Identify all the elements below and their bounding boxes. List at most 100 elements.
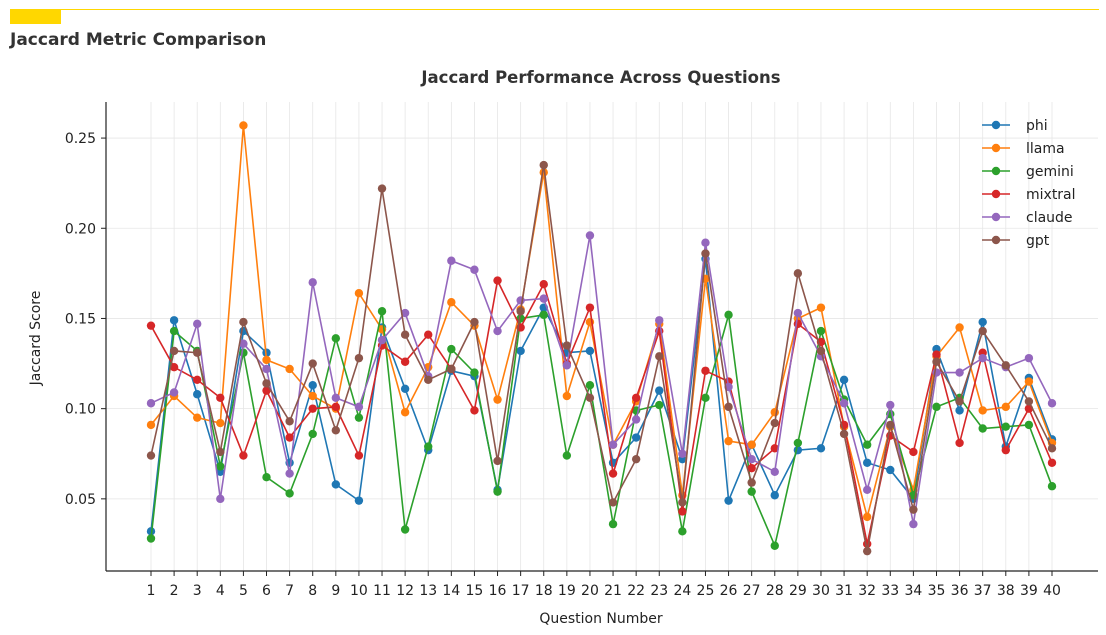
data-point	[978, 317, 987, 327]
legend: phi llama gemini mixtral claude gpt	[982, 118, 1076, 249]
x-tick-label: 14	[442, 583, 460, 599]
data-point	[562, 361, 572, 370]
data-point	[470, 265, 479, 274]
legend-entry-gpt: gpt	[982, 233, 1050, 249]
data-point	[793, 319, 803, 329]
data-point	[747, 463, 756, 473]
data-point	[1047, 444, 1057, 453]
data-point	[585, 303, 595, 312]
data-point	[493, 326, 502, 336]
data-point	[839, 429, 849, 439]
data-point	[978, 406, 987, 415]
data-point	[216, 393, 225, 403]
x-tick-label: 15	[466, 583, 484, 599]
data-point	[886, 420, 895, 430]
data-point	[193, 413, 202, 422]
data-point	[816, 326, 826, 336]
x-tick-label: 39	[1020, 583, 1038, 599]
data-point	[631, 393, 641, 403]
data-point	[331, 402, 341, 412]
x-tick-label: 24	[673, 583, 691, 599]
data-point	[793, 308, 803, 318]
x-tick-label: 12	[396, 583, 414, 599]
data-point	[285, 469, 294, 478]
data-point	[169, 388, 179, 397]
data-point	[262, 379, 271, 388]
x-tick-label: 2	[170, 583, 179, 599]
data-point	[516, 296, 525, 305]
data-point	[354, 496, 364, 505]
data-point	[585, 346, 595, 356]
x-tick-label: 32	[858, 583, 876, 599]
page-title: Jaccard Metric Comparison	[10, 30, 267, 50]
data-point	[955, 438, 964, 448]
data-point	[1024, 420, 1034, 430]
data-point	[608, 498, 618, 507]
data-point	[331, 393, 341, 403]
data-point	[146, 399, 156, 408]
series-gpt	[146, 160, 1057, 556]
x-tick-label: 26	[720, 583, 738, 599]
data-point	[862, 512, 872, 522]
data-point	[678, 449, 687, 458]
data-point	[308, 381, 317, 390]
header-accent-line	[61, 9, 1099, 10]
legend-entry-phi: phi	[982, 118, 1048, 134]
x-tick-label: 16	[489, 583, 507, 599]
data-point	[493, 456, 502, 466]
x-tick-label: 3	[193, 583, 202, 599]
x-tick-label: 10	[350, 583, 368, 599]
x-tick-label: 35	[928, 583, 946, 599]
data-point	[839, 375, 849, 384]
data-point	[493, 395, 502, 404]
x-tick-label: 23	[650, 583, 668, 599]
header-accent-bar	[10, 9, 61, 24]
data-point	[932, 357, 941, 366]
legend-marker	[991, 235, 1001, 245]
data-point	[239, 121, 248, 130]
data-point	[193, 390, 202, 399]
data-point	[770, 467, 779, 476]
data-point	[585, 393, 595, 403]
data-point	[424, 375, 433, 384]
data-point	[793, 269, 803, 278]
data-point	[239, 348, 248, 357]
data-point	[909, 519, 918, 529]
data-point	[1024, 397, 1034, 406]
data-point	[724, 310, 733, 320]
data-point	[1047, 458, 1057, 467]
grid	[106, 102, 1098, 571]
data-point	[470, 368, 479, 377]
data-point	[493, 276, 502, 285]
x-tick-label: 28	[766, 583, 784, 599]
data-point	[239, 317, 248, 327]
data-point	[354, 402, 364, 412]
x-tick-label: 7	[285, 583, 294, 599]
data-point	[955, 397, 964, 406]
data-point	[516, 307, 525, 316]
data-point	[308, 359, 317, 368]
legend-marker	[991, 212, 1001, 222]
data-point	[1047, 399, 1057, 408]
data-point	[377, 184, 387, 193]
data-point	[400, 308, 410, 318]
legend-entry-llama: llama	[982, 141, 1065, 157]
data-point	[400, 408, 410, 417]
data-point	[747, 487, 756, 496]
legend-entry-gemini: gemini	[982, 164, 1074, 180]
data-point	[816, 444, 826, 453]
data-point	[169, 346, 179, 356]
data-point	[701, 238, 710, 247]
data-point	[146, 534, 156, 543]
legend-label: llama	[1026, 141, 1065, 157]
x-tick-label: 17	[512, 583, 530, 599]
data-point	[608, 469, 618, 478]
x-axis-label: Question Number	[539, 611, 663, 627]
x-tick-label: 19	[558, 583, 576, 599]
data-point	[862, 458, 872, 467]
x-tick-label: 13	[419, 583, 437, 599]
y-tick-label: 0.20	[65, 221, 96, 237]
y-tick-label: 0.15	[65, 311, 96, 327]
data-point	[470, 406, 479, 415]
